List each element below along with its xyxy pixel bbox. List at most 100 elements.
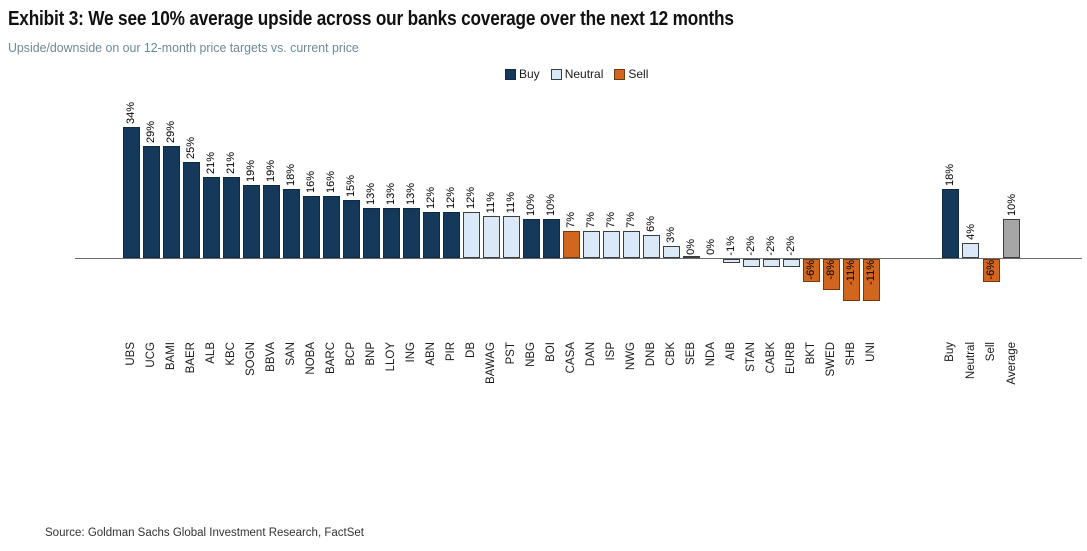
bar-value-label: 25% <box>185 136 197 159</box>
bar-SWED <box>823 259 840 290</box>
bar-value-label: -6% <box>805 260 817 280</box>
bar-value-label: 10% <box>525 193 537 216</box>
x-tick-label-Buy: Buy <box>944 342 956 362</box>
legend-item-sell: Sell <box>614 67 648 81</box>
bar-value-label: 6% <box>645 216 657 232</box>
bar-BAER <box>183 162 200 258</box>
bar-value-label: -8% <box>825 260 837 280</box>
x-tick-label-BOI: BOI <box>545 342 557 362</box>
x-tick-label-SHB: SHB <box>845 342 857 366</box>
bar-BAMI <box>163 146 180 258</box>
bar-LLOY <box>383 208 400 258</box>
legend-swatch-neutral <box>550 68 562 80</box>
bar-value-label: 0% <box>685 239 697 255</box>
x-tick-label-CABK: CABK <box>765 342 777 374</box>
bar-value-label: 16% <box>305 170 317 193</box>
x-tick-label-Sell: Sell <box>985 342 997 362</box>
legend-swatch-buy <box>505 68 516 80</box>
bar-CASA <box>563 231 580 258</box>
bar-Average <box>1003 219 1020 258</box>
bar-value-label: -11% <box>865 260 877 285</box>
bar-value-label: -2% <box>745 236 757 256</box>
x-tick-label-SOGN: SOGN <box>245 342 257 376</box>
bar-value-label: 10% <box>545 193 557 216</box>
bar-STAN <box>743 259 760 267</box>
x-tick-label-BKT: BKT <box>805 342 817 365</box>
legend-item-buy: Buy <box>505 67 540 81</box>
x-tick-label-PST: PST <box>505 342 517 365</box>
bar-value-label: 7% <box>585 212 597 228</box>
bar-value-label: 12% <box>445 186 457 209</box>
bar-value-label: 29% <box>145 120 157 143</box>
x-tick-label-BARC: BARC <box>325 342 337 374</box>
bar-value-label: 7% <box>625 212 637 228</box>
legend-label: Buy <box>519 67 540 81</box>
legend-item-neutral: Neutral <box>550 67 604 81</box>
bar-PST <box>503 216 520 258</box>
bar-SHB <box>843 259 860 301</box>
exhibit-subtitle: Upside/downside on our 12-month price ta… <box>8 40 359 55</box>
bar-Neutral <box>962 243 979 258</box>
bar-CBK <box>663 246 680 258</box>
bar-value-label: 21% <box>225 151 237 174</box>
bar-value-label: 10% <box>1006 193 1018 216</box>
bar-PIR <box>443 212 460 258</box>
bar-value-label: 16% <box>325 170 337 193</box>
bar-value-label: 29% <box>165 120 177 143</box>
bar-BBVA <box>263 185 280 258</box>
x-axis-line <box>75 258 1082 259</box>
bar-BKT <box>803 259 820 282</box>
legend-label: Neutral <box>564 67 604 81</box>
bar-KBC <box>223 177 240 258</box>
x-tick-label-AIB: AIB <box>725 342 737 361</box>
bar-value-label: 12% <box>425 186 437 209</box>
bar-value-label: -11% <box>845 260 857 285</box>
bar-BOI <box>543 219 560 258</box>
bar-BARC <box>323 196 340 258</box>
bar-value-label: 7% <box>565 212 577 228</box>
x-tick-label-CBK: CBK <box>665 342 677 366</box>
bar-BNP <box>363 208 380 258</box>
x-tick-label-EURB: EURB <box>785 342 797 374</box>
bar-Buy <box>942 189 959 258</box>
x-tick-label-SEB: SEB <box>685 342 697 366</box>
x-tick-label-KBC: KBC <box>225 342 237 366</box>
x-tick-label-Average: Average <box>1006 342 1018 385</box>
x-tick-label-CASA: CASA <box>565 342 577 374</box>
x-tick-label-NDA: NDA <box>705 342 717 367</box>
bar-AIB <box>723 259 740 263</box>
x-tick-label-BCP: BCP <box>345 342 357 366</box>
bar-value-label: 13% <box>365 182 377 205</box>
bar-value-label: 12% <box>465 186 477 209</box>
bar-value-label: 4% <box>965 224 977 240</box>
bar-NWG <box>623 231 640 258</box>
bar-value-label: 11% <box>505 191 517 213</box>
bar-BAWAG <box>483 216 500 258</box>
x-tick-label-NOBA: NOBA <box>305 342 317 375</box>
bar-value-label: 3% <box>665 227 677 243</box>
x-tick-label-DAN: DAN <box>585 342 597 367</box>
x-tick-label-SAN: SAN <box>285 342 297 366</box>
x-tick-label-UCG: UCG <box>145 342 157 368</box>
x-tick-label-UNI: UNI <box>865 342 877 362</box>
bar-value-label: 18% <box>285 163 297 186</box>
bar-ABN <box>423 212 440 258</box>
bar-ISP <box>603 231 620 258</box>
bar-DAN <box>583 231 600 258</box>
x-tick-label-BNP: BNP <box>365 342 377 366</box>
bar-value-label: 19% <box>245 159 257 182</box>
bar-value-label: 13% <box>385 182 397 205</box>
bar-ALB <box>203 177 220 258</box>
bar-BCP <box>343 200 360 258</box>
bar-CABK <box>763 259 780 267</box>
exhibit-title: Exhibit 3: We see 10% average upside acr… <box>8 8 734 30</box>
bar-ING <box>403 208 420 258</box>
bar-value-label: 0% <box>705 239 717 255</box>
x-tick-label-ABN: ABN <box>425 342 437 366</box>
bar-DNB <box>643 235 660 258</box>
bar-value-label: 19% <box>265 159 277 182</box>
x-tick-label-BAER: BAER <box>185 342 197 374</box>
legend-swatch-sell <box>614 68 626 80</box>
bar-NBG <box>523 219 540 258</box>
x-tick-label-ISP: ISP <box>605 342 617 361</box>
